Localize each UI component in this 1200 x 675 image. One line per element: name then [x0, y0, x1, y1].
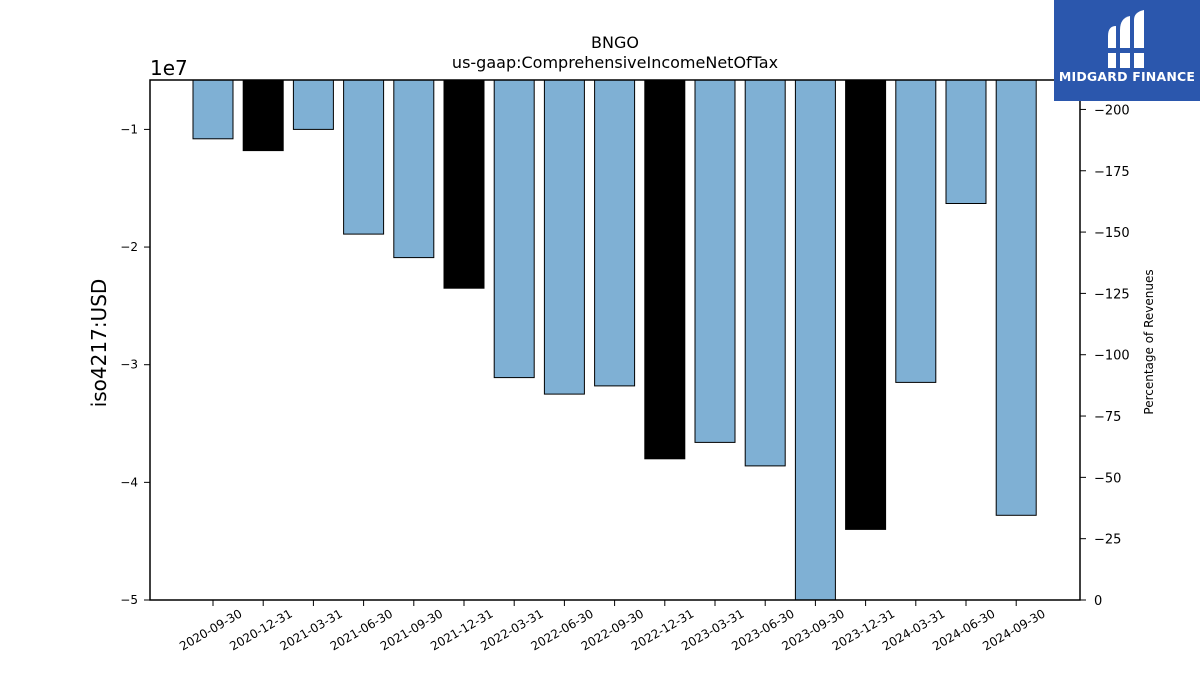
y2-tick-label: −150 — [1094, 226, 1130, 241]
bar-2022-03-31 — [493, 79, 535, 379]
bar-2024-03-31 — [895, 79, 937, 383]
bar-2020-12-31 — [242, 79, 284, 152]
y2-tick-label: −25 — [1094, 533, 1121, 548]
bars-group — [192, 79, 1037, 601]
y2-tick-label: −175 — [1094, 165, 1130, 180]
bar-2022-12-31 — [644, 79, 686, 460]
bar-2023-03-31 — [694, 79, 736, 443]
bar-2021-06-30 — [343, 79, 385, 235]
bar-2022-06-30 — [543, 79, 585, 395]
bar-2021-09-30 — [393, 79, 435, 259]
chart-subtitle: us-gaap:ComprehensiveIncomeNetOfTax — [452, 53, 778, 72]
bar-2023-12-31 — [845, 79, 887, 530]
y2-tick-label: −50 — [1094, 471, 1121, 486]
bar-2024-09-30 — [995, 79, 1037, 516]
bar-2021-03-31 — [292, 79, 334, 130]
bar-2024-06-30 — [945, 79, 987, 204]
y-tick-label: −4 — [120, 475, 138, 489]
y2-tick-label: −100 — [1094, 349, 1130, 364]
y-tick-label: −2 — [120, 240, 138, 254]
chart-title: BNGO — [591, 33, 639, 52]
bar-2023-09-30 — [794, 79, 836, 601]
logo-mark-icon — [1106, 10, 1148, 68]
bar-2021-12-31 — [443, 79, 485, 289]
y2-tick-label: −75 — [1094, 410, 1121, 425]
y-offset-label: 1e7 — [150, 56, 188, 80]
y-axis-label: iso4217:USD — [87, 279, 111, 408]
brand-name: MIDGARD FINANCE — [1058, 69, 1196, 84]
bar-2023-06-30 — [744, 79, 786, 467]
y2-axis-label: Percentage of Revenues — [1142, 269, 1156, 414]
y-tick-label: −3 — [120, 358, 138, 372]
y-tick-label: −5 — [120, 593, 138, 607]
bar-2020-09-30 — [192, 79, 234, 140]
y2-tick-label: −125 — [1094, 287, 1130, 302]
y2-tick-label: 0 — [1094, 594, 1102, 609]
y2-tick-label: −200 — [1094, 103, 1130, 118]
bar-2022-09-30 — [594, 79, 636, 387]
brand-logo: MIDGARD FINANCE — [1054, 0, 1200, 101]
y-tick-label: −1 — [120, 122, 138, 136]
